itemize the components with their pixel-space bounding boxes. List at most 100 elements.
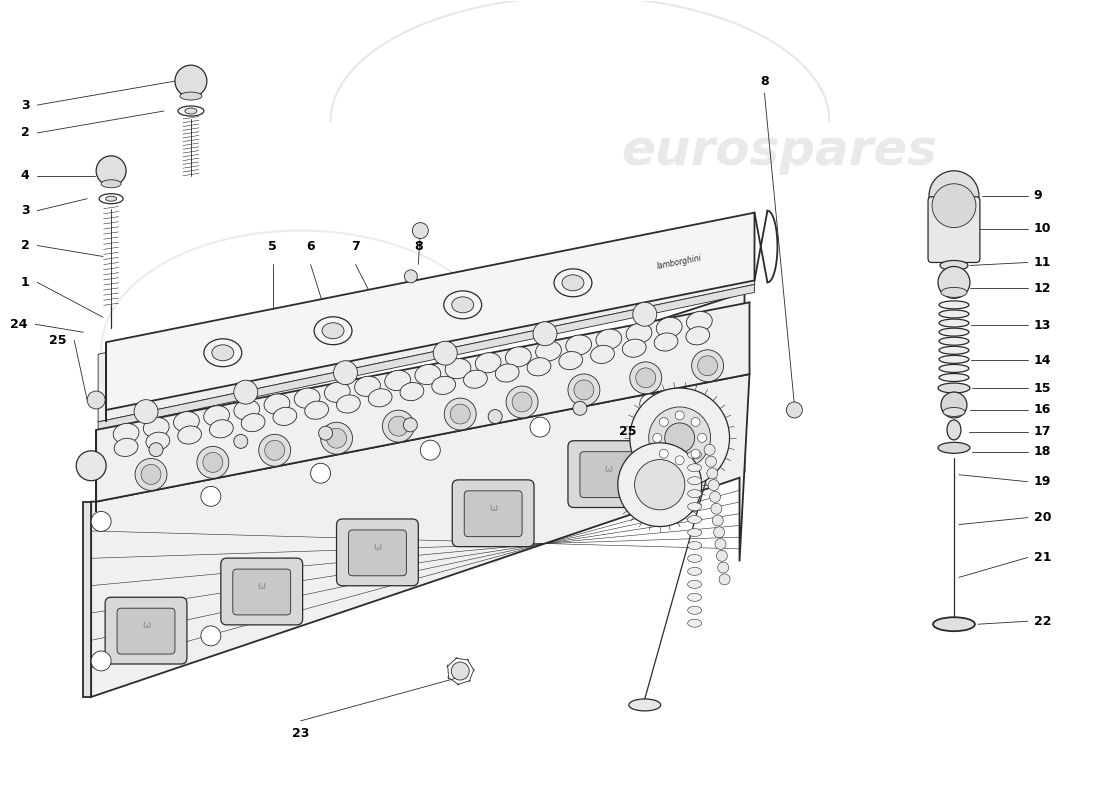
- Ellipse shape: [940, 261, 968, 270]
- Polygon shape: [98, 217, 755, 422]
- FancyBboxPatch shape: [117, 608, 175, 654]
- Circle shape: [265, 440, 285, 460]
- Circle shape: [704, 444, 715, 455]
- Ellipse shape: [273, 407, 297, 426]
- Ellipse shape: [943, 407, 965, 417]
- Ellipse shape: [536, 341, 561, 361]
- Circle shape: [327, 428, 346, 448]
- FancyBboxPatch shape: [452, 480, 534, 546]
- Ellipse shape: [947, 420, 961, 440]
- Circle shape: [333, 361, 358, 385]
- Ellipse shape: [212, 345, 234, 361]
- Ellipse shape: [337, 395, 361, 413]
- Polygon shape: [106, 213, 755, 410]
- Text: 17: 17: [1034, 426, 1052, 438]
- Text: 1: 1: [21, 276, 30, 289]
- Polygon shape: [98, 285, 755, 430]
- Ellipse shape: [688, 542, 702, 550]
- FancyBboxPatch shape: [580, 452, 638, 498]
- Ellipse shape: [688, 580, 702, 588]
- Polygon shape: [91, 374, 749, 697]
- Text: 18: 18: [1034, 446, 1052, 458]
- Ellipse shape: [688, 529, 702, 537]
- Ellipse shape: [99, 194, 123, 204]
- Text: 8: 8: [414, 239, 422, 253]
- Ellipse shape: [241, 414, 265, 432]
- Circle shape: [714, 526, 725, 538]
- Text: eurospares: eurospares: [192, 526, 508, 574]
- Circle shape: [938, 266, 970, 298]
- Ellipse shape: [415, 365, 441, 385]
- Circle shape: [450, 404, 470, 424]
- Ellipse shape: [385, 370, 410, 390]
- Text: 9: 9: [1034, 190, 1043, 202]
- Circle shape: [568, 374, 600, 406]
- Circle shape: [135, 458, 167, 490]
- Circle shape: [630, 362, 662, 394]
- Circle shape: [506, 386, 538, 418]
- Text: 4: 4: [21, 170, 30, 182]
- Ellipse shape: [938, 383, 970, 393]
- Circle shape: [141, 465, 161, 484]
- Text: lamborghini: lamborghini: [657, 254, 703, 271]
- Ellipse shape: [495, 364, 519, 382]
- Ellipse shape: [463, 370, 487, 388]
- Circle shape: [134, 400, 158, 423]
- Ellipse shape: [940, 287, 967, 298]
- Ellipse shape: [688, 464, 702, 472]
- Ellipse shape: [324, 382, 350, 402]
- Text: 21: 21: [1034, 551, 1052, 564]
- Circle shape: [433, 342, 458, 365]
- Text: 11: 11: [1034, 256, 1052, 269]
- FancyBboxPatch shape: [106, 598, 187, 664]
- Ellipse shape: [400, 382, 424, 401]
- Ellipse shape: [554, 269, 592, 297]
- Ellipse shape: [443, 291, 482, 318]
- Circle shape: [664, 423, 694, 453]
- Ellipse shape: [939, 319, 969, 327]
- FancyBboxPatch shape: [349, 530, 406, 576]
- Circle shape: [320, 422, 352, 454]
- Circle shape: [197, 446, 229, 478]
- Ellipse shape: [688, 502, 702, 510]
- Text: eurospares: eurospares: [621, 127, 937, 175]
- Ellipse shape: [180, 92, 202, 100]
- Ellipse shape: [939, 355, 969, 363]
- Circle shape: [573, 402, 587, 415]
- Ellipse shape: [178, 426, 201, 444]
- Circle shape: [711, 503, 722, 514]
- Ellipse shape: [113, 423, 139, 443]
- Ellipse shape: [596, 329, 622, 350]
- Circle shape: [310, 463, 331, 483]
- Text: 25: 25: [48, 334, 66, 346]
- Circle shape: [412, 222, 428, 238]
- Text: 20: 20: [1034, 511, 1052, 524]
- Ellipse shape: [368, 389, 392, 407]
- Circle shape: [717, 562, 728, 573]
- Circle shape: [91, 651, 111, 671]
- Circle shape: [87, 391, 106, 409]
- Ellipse shape: [939, 301, 969, 309]
- Polygon shape: [86, 292, 745, 694]
- Ellipse shape: [688, 567, 702, 575]
- Ellipse shape: [209, 420, 233, 438]
- Text: 15: 15: [1034, 382, 1052, 394]
- Ellipse shape: [305, 401, 329, 419]
- Circle shape: [148, 442, 163, 457]
- Circle shape: [649, 407, 711, 469]
- Circle shape: [691, 450, 700, 458]
- Text: ω: ω: [373, 542, 382, 552]
- Circle shape: [444, 398, 476, 430]
- Text: 25: 25: [619, 426, 637, 438]
- Circle shape: [388, 416, 408, 436]
- Text: 13: 13: [1034, 318, 1052, 332]
- Circle shape: [383, 410, 415, 442]
- Ellipse shape: [686, 311, 713, 331]
- Circle shape: [659, 450, 669, 458]
- Circle shape: [675, 411, 684, 420]
- Circle shape: [705, 456, 716, 467]
- Ellipse shape: [939, 310, 969, 318]
- Circle shape: [513, 392, 532, 412]
- Circle shape: [405, 270, 417, 283]
- Text: 2: 2: [21, 239, 30, 252]
